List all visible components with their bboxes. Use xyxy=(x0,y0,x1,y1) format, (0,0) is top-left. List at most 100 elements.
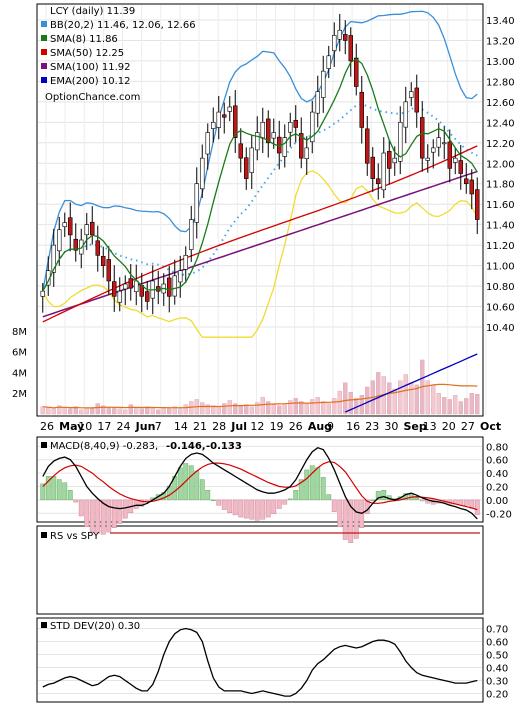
volume-bar xyxy=(51,408,56,415)
macd-histogram-bar xyxy=(271,499,277,515)
volume-bar xyxy=(458,401,463,415)
macd-layer xyxy=(38,445,482,543)
volume-bar xyxy=(293,398,298,415)
std-panel-frame xyxy=(36,617,484,703)
candle-body xyxy=(266,118,271,144)
volume-bar xyxy=(431,384,436,415)
volume-tick-label: 4M xyxy=(12,368,27,379)
candle-body xyxy=(255,132,260,151)
candle-body xyxy=(101,255,106,266)
price-tick-label: 10.60 xyxy=(486,303,515,314)
price-tick-label: 11.20 xyxy=(486,241,515,252)
volume-bar xyxy=(266,401,271,415)
candle-body xyxy=(106,259,111,282)
macd-swatch xyxy=(41,442,47,448)
candle-body xyxy=(403,101,408,128)
macd-histogram-bar xyxy=(111,499,117,528)
volume-bar xyxy=(469,393,474,415)
volume-bar xyxy=(46,407,51,415)
candle-body xyxy=(172,275,177,297)
volume-bar xyxy=(84,407,89,415)
std-tick-label: 0.20 xyxy=(486,690,508,701)
macd-histogram-bar xyxy=(62,482,68,501)
volume-bar xyxy=(348,391,353,415)
candle-body xyxy=(145,291,150,302)
candle-body xyxy=(425,157,430,161)
x-axis-label: 26 xyxy=(289,420,303,433)
x-axis-label: Oct xyxy=(480,420,501,433)
price-tick-label: 10.80 xyxy=(486,282,515,293)
candle-body xyxy=(326,55,331,69)
candle-body xyxy=(222,114,227,118)
macd-histogram-bar xyxy=(414,497,420,501)
candle-body xyxy=(271,132,276,139)
candle-body xyxy=(189,219,194,250)
x-axis-label: Sep xyxy=(403,420,426,433)
volume-bar xyxy=(238,405,243,415)
candle-body xyxy=(359,91,364,128)
price-tick-label: 12.20 xyxy=(486,139,515,150)
macd-tick-label: 0.80 xyxy=(486,442,508,453)
macd-histogram-bar xyxy=(106,499,112,533)
candle-body xyxy=(315,91,320,114)
candle-body xyxy=(310,111,315,143)
volume-bar xyxy=(205,404,210,415)
volume-bar xyxy=(211,405,216,415)
x-axis-label: 20 xyxy=(442,420,456,433)
volume-bar xyxy=(277,405,282,415)
macd-histogram-bar xyxy=(84,499,90,527)
x-axis-label: 30 xyxy=(384,420,398,433)
macd-histogram-bar xyxy=(238,499,244,518)
volume-bar xyxy=(128,404,133,415)
macd-histogram-bar xyxy=(243,499,249,519)
macd-legend: MACD(8,40,9) -0.283, -0.146, -0.133 xyxy=(41,441,242,452)
volume-bar xyxy=(68,408,73,415)
macd-histogram-bar xyxy=(320,477,326,501)
legend-swatch-sma100 xyxy=(41,63,47,69)
macd-histogram-bar xyxy=(139,499,145,507)
candle-body xyxy=(117,290,122,303)
legend-swatch-ema200 xyxy=(41,77,47,83)
price-tick-label: 12.60 xyxy=(486,98,515,109)
volume-bar xyxy=(249,406,254,415)
price-tick-labels: 13.40 13.20 13.00 12.80 12.60 12.40 12.20 12.00… xyxy=(486,16,515,334)
macd-histogram-bar xyxy=(353,499,359,539)
macd-histogram-bar xyxy=(199,479,205,501)
candle-body xyxy=(304,147,309,159)
candle-body xyxy=(436,137,441,148)
legend-sma100: SMA(100) 11.92 xyxy=(50,62,131,73)
macd-tick-labels: 0.80 0.60 0.40 0.20 0.00 -0.20 xyxy=(486,442,512,520)
macd-histogram-bar xyxy=(304,469,310,501)
x-axis-label: Jul xyxy=(230,420,247,433)
candle-body xyxy=(51,244,56,273)
std-tick-label: 0.50 xyxy=(486,651,508,662)
volume-bar xyxy=(398,380,403,415)
price-tick-label: 11.60 xyxy=(486,200,515,211)
bb-upper-line xyxy=(42,10,478,292)
macd-histogram-bar xyxy=(265,499,271,518)
macd-histogram-bar xyxy=(375,491,381,501)
x-axis-label: 16 xyxy=(346,420,360,433)
x-axis-label: 17 xyxy=(97,420,111,433)
volume-bar xyxy=(90,408,95,415)
candle-body xyxy=(134,280,139,293)
std-layer xyxy=(38,627,482,697)
volume-bar xyxy=(282,403,287,415)
volume-bar xyxy=(244,404,249,415)
macd-histogram-bar xyxy=(205,490,211,501)
candle-body xyxy=(73,238,78,251)
volume-bar xyxy=(288,400,293,415)
volume-bar xyxy=(436,393,441,415)
volume-bar xyxy=(304,403,309,415)
price-tick-label: 13.40 xyxy=(486,16,515,27)
macd-histogram-bar xyxy=(348,499,354,543)
macd-histogram-bar xyxy=(51,476,57,501)
candle-body xyxy=(381,152,386,191)
macd-histogram-bar xyxy=(227,499,233,513)
legend-swatch-bb xyxy=(41,21,47,27)
volume-bar xyxy=(337,390,342,415)
volume-bar xyxy=(172,406,177,415)
rs-panel-frame xyxy=(36,525,484,615)
legend-swatch-sma8 xyxy=(41,35,47,41)
